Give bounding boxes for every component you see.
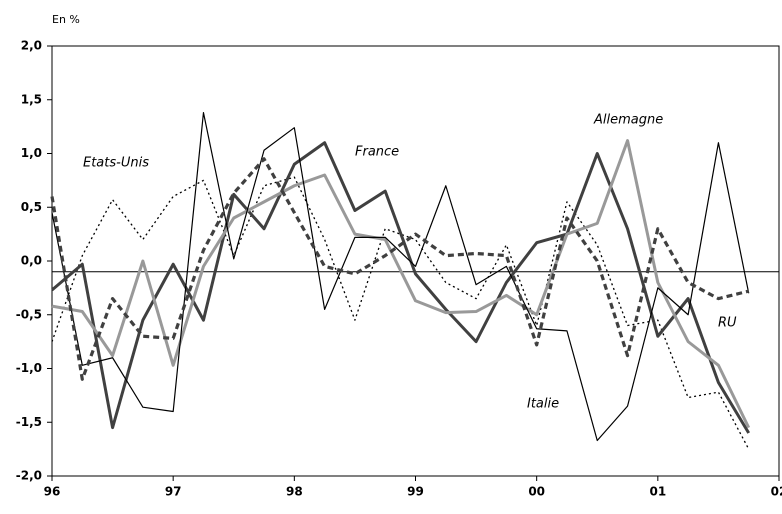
y-tick-label: -0,5	[16, 307, 42, 321]
series-label: France	[355, 145, 399, 160]
y-tick-label: 1,0	[21, 146, 42, 160]
y-tick-label: 0,5	[21, 200, 42, 214]
series-line	[51, 176, 750, 450]
series-label: Allemagne	[593, 113, 663, 128]
y-tick-label: -2,0	[16, 469, 42, 483]
y-tick-label: 2,0	[21, 39, 42, 53]
series-label: Etats-Unis	[83, 156, 149, 171]
y-unit-label: En %	[52, 13, 80, 26]
x-tick-label: 97	[165, 485, 182, 499]
series-line	[50, 157, 750, 381]
series-line	[51, 141, 750, 434]
plot-frame	[51, 45, 780, 477]
series-label: Italie	[527, 397, 559, 412]
y-tick-label: -1,5	[16, 415, 42, 429]
x-tick-label: 99	[407, 485, 424, 499]
x-tick-label: 02	[771, 485, 782, 499]
x-tick-label: 96	[44, 485, 61, 499]
y-tick-label: 1,5	[21, 92, 42, 106]
y-tick-label: 0,0	[21, 254, 42, 268]
x-tick-label: 98	[286, 485, 303, 499]
x-tick-label: 01	[649, 485, 666, 499]
series-line	[51, 139, 751, 429]
series-line	[51, 112, 750, 442]
series-label: RU	[718, 316, 737, 331]
x-tick-label: 00	[528, 485, 545, 499]
y-tick-label: -1,0	[16, 361, 42, 375]
